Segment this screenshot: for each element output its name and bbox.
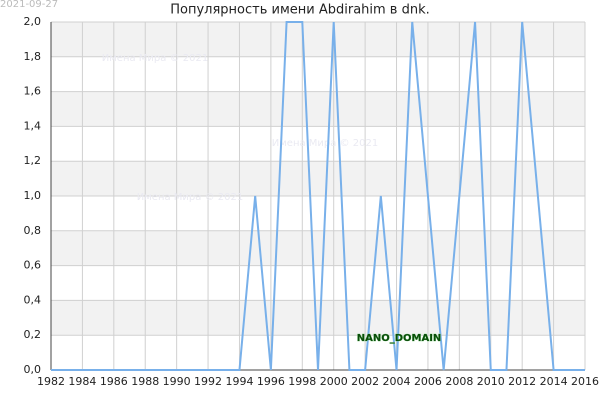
watermark: Имена Мира © 2021: [102, 53, 208, 64]
chart-title: Популярность имени Abdirahim в dnk.: [170, 3, 430, 18]
x-tick-label: 2016: [571, 375, 599, 388]
x-tick-label: 1988: [131, 375, 159, 388]
x-tick-label: 1990: [163, 375, 191, 388]
y-tick-label: 1,0: [24, 189, 42, 202]
watermark: Имена Мира © 2021: [137, 192, 243, 203]
x-tick-label: 1992: [194, 375, 222, 388]
grid-band: [51, 22, 585, 57]
y-tick-label: 0,4: [24, 293, 42, 306]
badge: NANO_DOMAIN: [357, 333, 442, 344]
x-tick-label: 2000: [320, 375, 348, 388]
x-tick-label: 2004: [383, 375, 411, 388]
y-tick-label: 1,4: [24, 119, 42, 132]
date: 2021-09-27: [0, 0, 58, 10]
y-tick-label: 0,8: [24, 224, 42, 237]
x-tick-label: 1984: [68, 375, 96, 388]
y-tick-label: 0,6: [24, 259, 42, 272]
x-tick-label: 1986: [100, 375, 128, 388]
data-line: [51, 21, 585, 371]
y-tick-label: 1,2: [24, 154, 42, 167]
y-tick-label: 0,0: [24, 363, 42, 376]
grid-band: [51, 91, 585, 127]
y-tick-label: 0,2: [24, 328, 42, 341]
watermark: Имена Мира © 2021: [272, 138, 378, 149]
x-tick-label: 1994: [225, 375, 253, 388]
x-tick-label: 1982: [37, 375, 65, 388]
x-tick-label: 2002: [351, 375, 379, 388]
grid-band: [51, 300, 585, 336]
x-tick-label: 2012: [508, 375, 536, 388]
x-tick-label: 1998: [288, 375, 316, 388]
grid-band: [51, 230, 585, 266]
x-tick-label: 2006: [414, 375, 442, 388]
x-tick-label: 2014: [540, 375, 568, 388]
x-tick-label: 1996: [257, 375, 285, 388]
x-tick-label: 2008: [445, 375, 473, 388]
grid-band: [51, 161, 585, 196]
y-tick-label: 1,6: [24, 85, 42, 98]
x-tick-label: 2010: [477, 375, 505, 388]
y-tick-label: 2,0: [24, 15, 42, 28]
y-tick-label: 1,8: [24, 50, 42, 63]
